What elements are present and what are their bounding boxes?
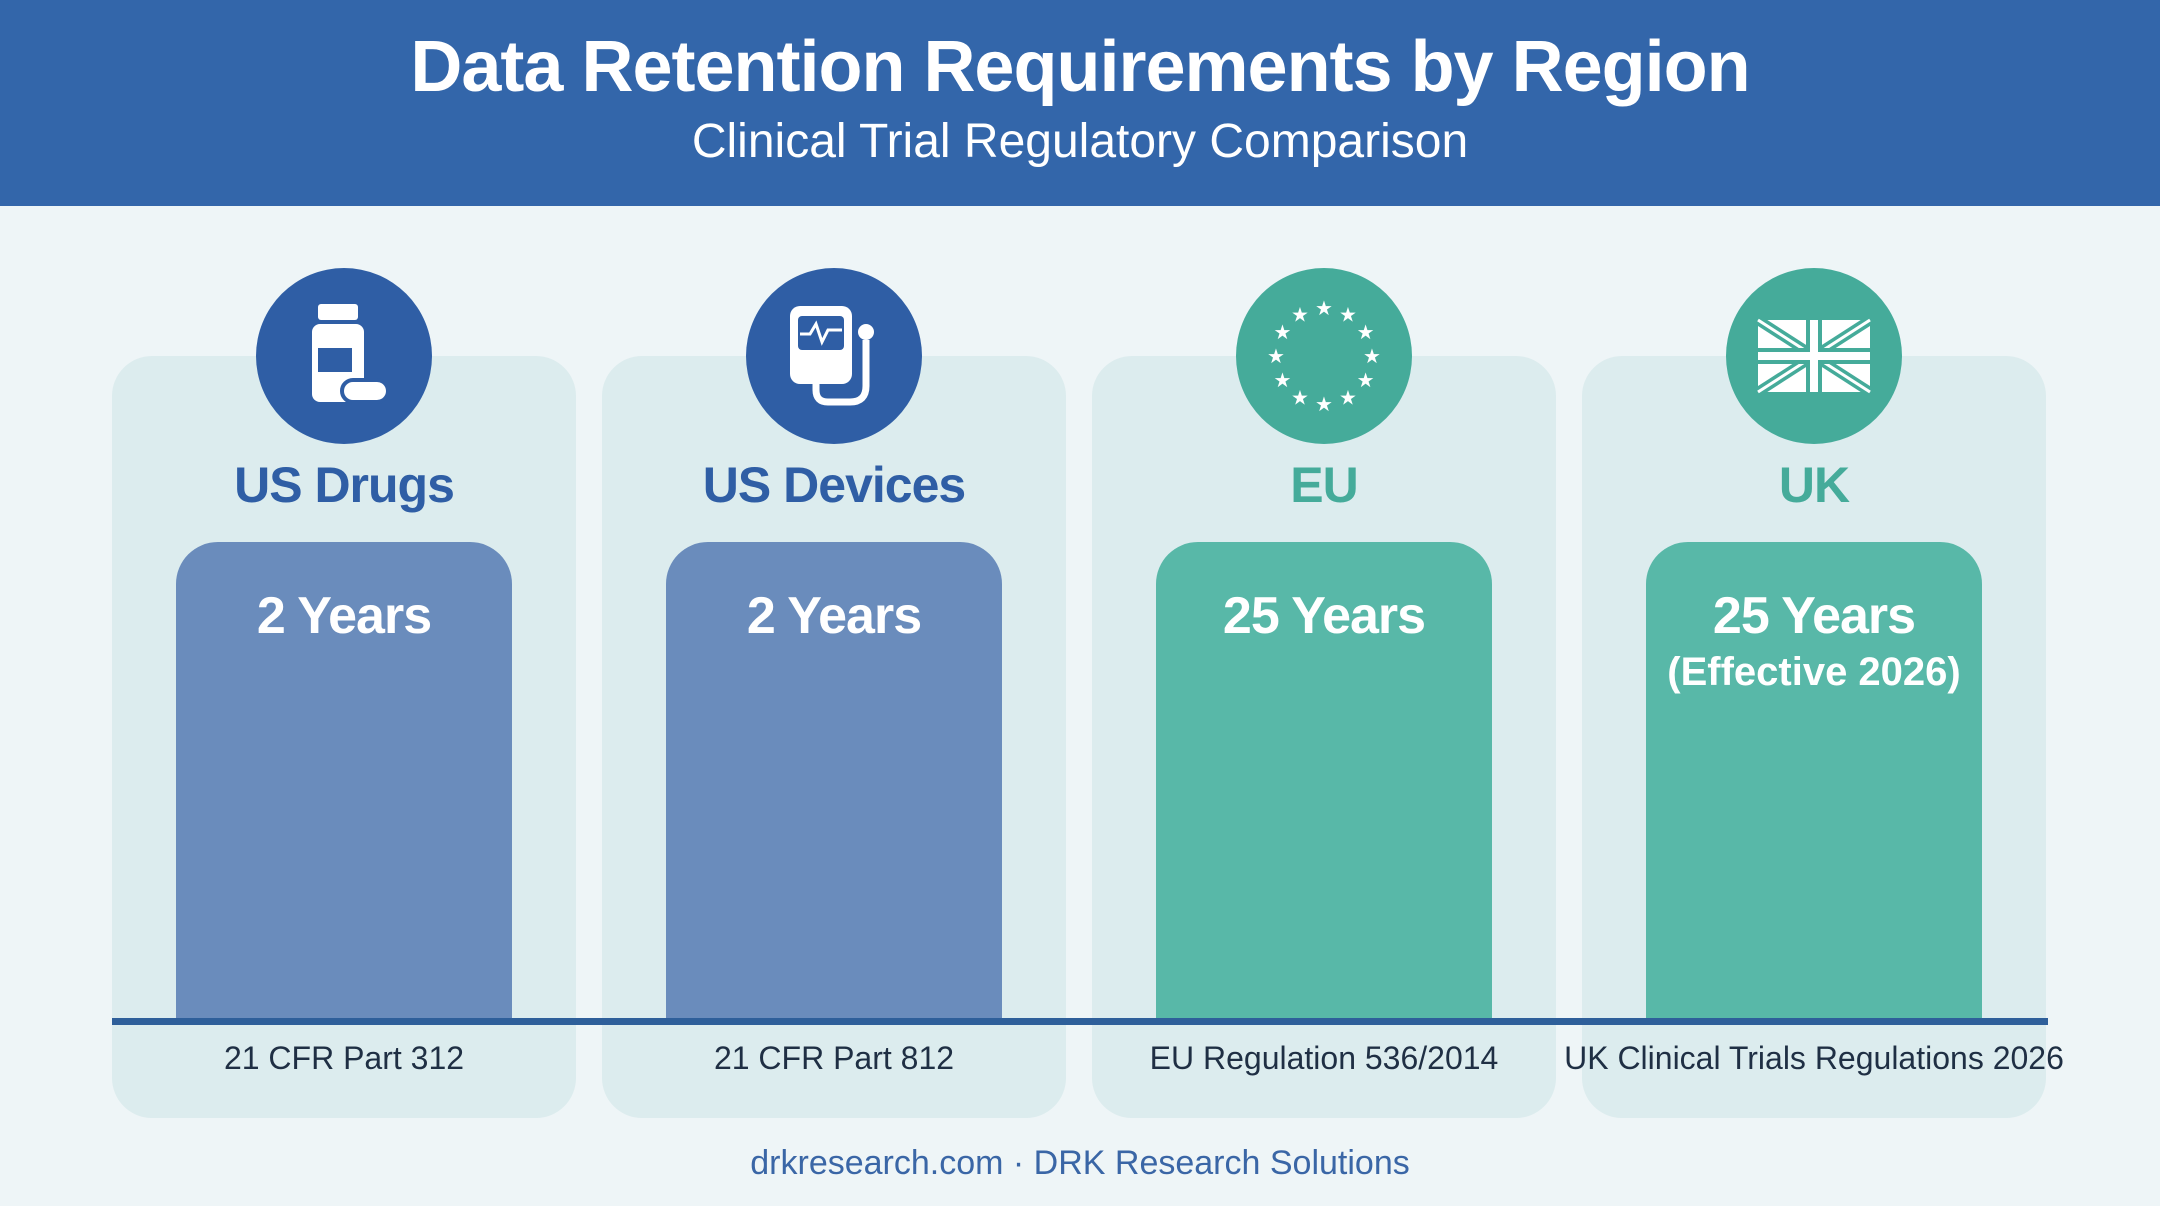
svg-text:★: ★	[1273, 368, 1291, 392]
svg-text:★: ★	[1363, 344, 1381, 368]
bar-note-label: (Effective 2026)	[1667, 650, 1961, 694]
svg-text:★: ★	[1267, 344, 1285, 368]
bar: 2 Years	[666, 542, 1002, 1018]
category-label: UK	[1778, 457, 1850, 513]
svg-text:★: ★	[1315, 392, 1333, 416]
regulation-label: 21 CFR Part 312	[223, 1040, 465, 1076]
svg-text:★: ★	[1339, 302, 1357, 326]
category-label: US Devices	[702, 457, 966, 513]
page-title: Data Retention Requirements by Region	[410, 27, 1750, 107]
bar: 25 Years (Effective 2026)	[1646, 542, 1982, 1018]
svg-text:★: ★	[1315, 296, 1333, 320]
bar: 25 Years	[1156, 542, 1492, 1018]
bar-value-label: 2 Years	[746, 587, 922, 645]
medicine-bottle-icon	[256, 268, 432, 444]
category-label: EU	[1290, 457, 1358, 513]
bar-value-label: 25 Years	[1712, 587, 1916, 645]
svg-text:★: ★	[1291, 302, 1309, 326]
header-banner: Data Retention Requirements by Region Cl…	[0, 0, 2160, 206]
category-label: US Drugs	[234, 457, 455, 513]
bar-value-label: 2 Years	[256, 587, 432, 645]
svg-text:★: ★	[1357, 320, 1375, 344]
regulation-label: 21 CFR Part 812	[713, 1040, 955, 1076]
footer-credit: drkresearch.com · DRK Research Solutions	[750, 1144, 1410, 1182]
chart-baseline	[112, 1018, 2048, 1025]
uk-flag-icon	[1726, 268, 1902, 444]
svg-text:★: ★	[1291, 386, 1309, 410]
bar: 2 Years	[176, 542, 512, 1018]
page-subtitle: Clinical Trial Regulatory Comparison	[691, 115, 1469, 168]
eu-flag-icon: ★ ★ ★ ★ ★ ★ ★ ★ ★ ★ ★ ★	[1236, 268, 1412, 444]
bar-value-label: 25 Years	[1222, 587, 1426, 645]
regulation-label: EU Regulation 536/2014	[1149, 1040, 1499, 1076]
svg-text:★: ★	[1339, 386, 1357, 410]
regulation-label: UK Clinical Trials Regulations 2026	[1564, 1040, 2064, 1076]
svg-text:★: ★	[1273, 320, 1291, 344]
svg-text:★: ★	[1357, 368, 1375, 392]
medical-monitor-icon	[746, 268, 922, 444]
